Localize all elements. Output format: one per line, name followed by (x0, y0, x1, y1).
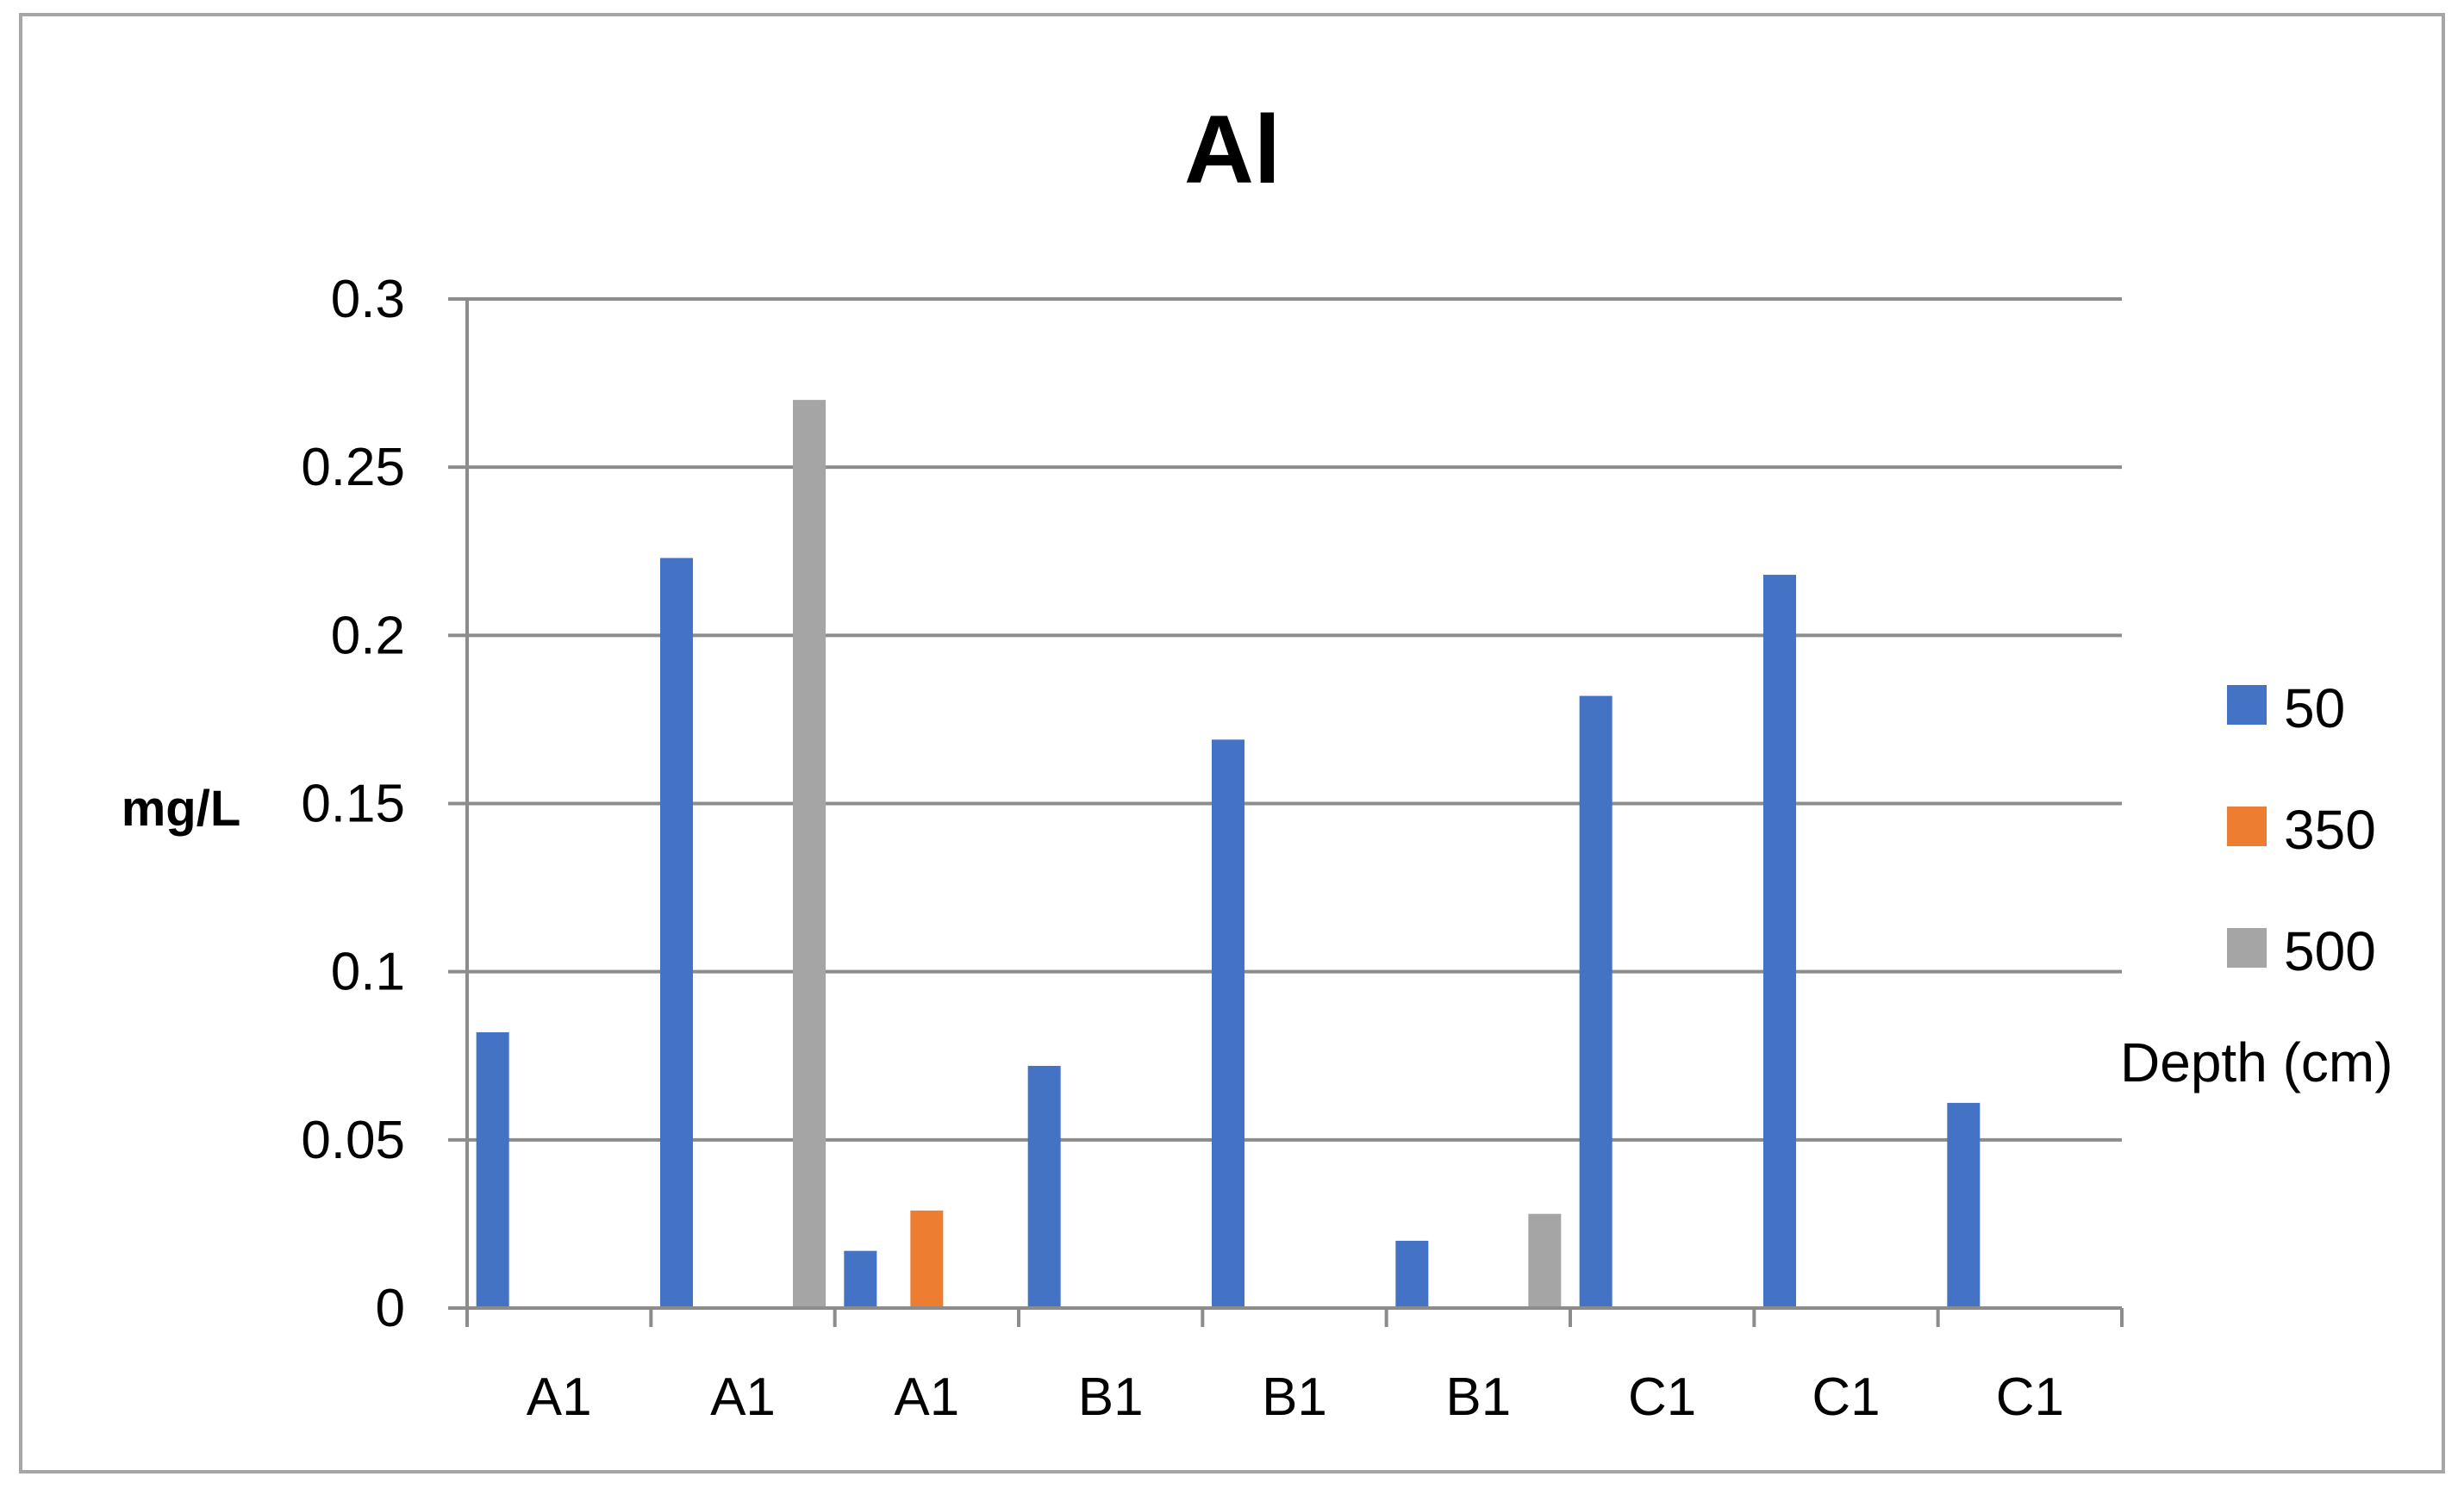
legend-label: 50 (2284, 677, 2345, 739)
bar-series-50 (1395, 1240, 1429, 1308)
x-tick-label: A1 (894, 1368, 959, 1427)
y-tick-label: 0 (376, 1279, 405, 1338)
bar-series-50 (844, 1250, 877, 1308)
legend-swatch (2227, 928, 2267, 968)
bar-series-500 (793, 400, 826, 1309)
y-tick-label: 0.25 (301, 438, 405, 497)
bar-series-50 (476, 1031, 509, 1308)
x-axis-tick-labels: A1 A1 A1 B1 B1 B1 C1 C1 C1 (527, 1368, 2064, 1427)
bars (476, 400, 1981, 1309)
legend-swatch (2227, 685, 2267, 725)
x-tick-label: C1 (1812, 1368, 1880, 1427)
bar-series-350 (910, 1210, 944, 1308)
x-tick-label: B1 (1445, 1368, 1511, 1427)
chart-title: Al (1184, 96, 1281, 203)
x-tick-label: C1 (1996, 1368, 2064, 1427)
y-tick-label: 0.15 (301, 775, 405, 834)
bar-series-50 (1579, 695, 1613, 1308)
bar-series-500 (1528, 1213, 1562, 1308)
bar-series-50 (1027, 1065, 1061, 1308)
y-axis-label: mg/L (122, 781, 241, 837)
bar-series-50 (1763, 575, 1796, 1308)
x-tick-label: B1 (1262, 1368, 1327, 1427)
legend-swatch (2227, 807, 2267, 846)
legend-label: 500 (2284, 920, 2376, 982)
legend-label: 350 (2284, 799, 2376, 861)
x-tick-label: B1 (1078, 1368, 1144, 1427)
bar-series-50 (1947, 1102, 1981, 1308)
legend: Depth (cm) 50 350 500 (2120, 677, 2393, 1093)
gridlines (448, 297, 2122, 1142)
y-tick-label: 0.1 (331, 943, 405, 1002)
x-axis (448, 299, 2124, 1327)
y-tick-label: 0.3 (331, 270, 405, 329)
y-tick-label: 0.05 (301, 1111, 405, 1170)
x-tick-label: A1 (710, 1368, 776, 1427)
legend-title: Depth (cm) (2120, 1031, 2393, 1093)
y-tick-label: 0.2 (331, 606, 405, 665)
x-tick-label: C1 (1628, 1368, 1696, 1427)
x-tick-label: A1 (527, 1368, 592, 1427)
bar-series-50 (660, 558, 693, 1308)
y-axis-tick-labels: 0 0.05 0.1 0.15 0.2 0.25 0.3 (301, 270, 405, 1338)
bar-series-50 (1212, 739, 1244, 1308)
